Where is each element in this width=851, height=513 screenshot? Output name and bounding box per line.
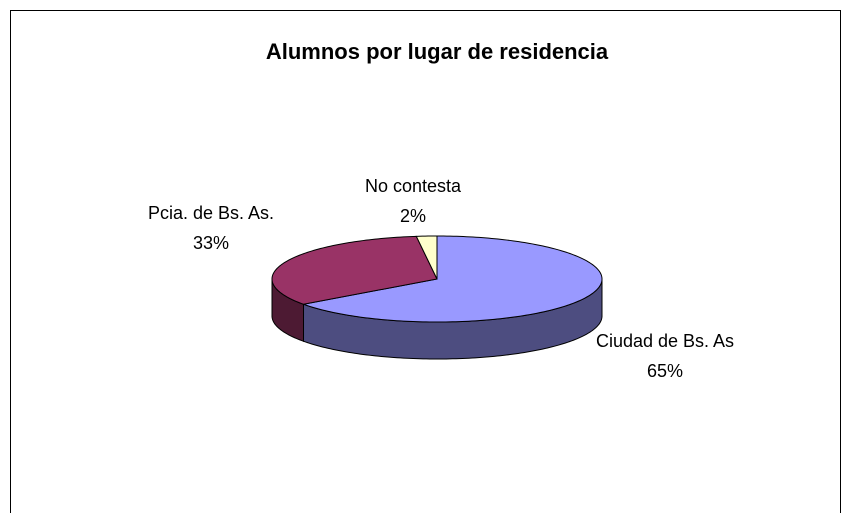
- slice: [415, 235, 438, 280]
- slice: [271, 235, 438, 305]
- data-label: Ciudad de Bs. As 65%: [595, 326, 735, 386]
- chart-title: Alumnos por lugar de residencia: [266, 39, 609, 64]
- data-label: No contesta 2%: [333, 171, 493, 231]
- value-label: 65%: [646, 361, 684, 381]
- slice: [301, 235, 603, 323]
- category-label: Pcia. de Bs. As.: [147, 203, 275, 223]
- value-label: 33%: [192, 233, 230, 253]
- category-label: Ciudad de Bs. As: [595, 331, 735, 351]
- data-label: Pcia. de Bs. As. 33%: [145, 198, 277, 258]
- category-label: No contesta: [364, 176, 462, 196]
- value-label: 2%: [399, 206, 426, 226]
